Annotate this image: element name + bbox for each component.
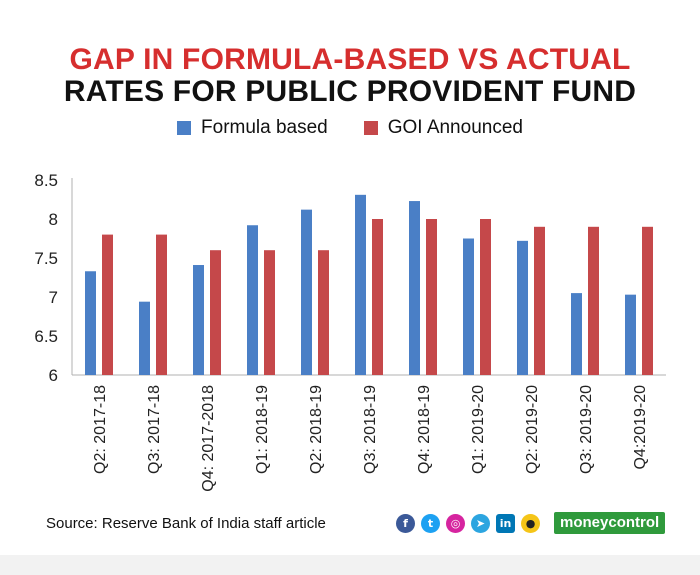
- twitter-icon[interactable]: t: [421, 513, 440, 533]
- x-tick-label: Q4: 2018-19: [416, 385, 433, 474]
- x-tick-label: Q2: 2018-19: [308, 385, 325, 474]
- bar-goi-announced: [210, 250, 221, 375]
- bar-goi-announced: [642, 226, 653, 375]
- x-tick-label: Q3: 2017-18: [146, 385, 163, 474]
- bar-formula-based: [355, 194, 366, 375]
- moneycontrol-logo: moneycontrol: [554, 512, 666, 534]
- source-note: Source: Reserve Bank of India staff arti…: [46, 515, 326, 532]
- facebook-icon[interactable]: f: [396, 513, 415, 533]
- y-tick-label: 6.5: [34, 327, 58, 346]
- bar-goi-announced: [102, 234, 113, 375]
- legend: Formula based GOI Announced: [0, 117, 700, 139]
- footer-bar: [0, 555, 700, 575]
- bar-formula-based: [571, 293, 582, 375]
- bar-formula-based: [247, 225, 258, 375]
- y-tick-label: 6: [49, 366, 58, 385]
- x-tick-label: Q2: 2019-20: [524, 385, 541, 474]
- bar-goi-announced: [156, 234, 167, 375]
- y-tick-label: 7.5: [34, 249, 58, 268]
- x-tick-label: Q4:2019-20: [632, 385, 649, 470]
- y-tick-label: 7: [49, 288, 58, 307]
- linkedin-icon[interactable]: in: [496, 513, 515, 533]
- social-icons: f t ◎ ➤ in ● moneycontrol: [396, 512, 666, 534]
- x-tick-label: Q1: 2018-19: [254, 385, 271, 474]
- x-tick-label: Q3: 2018-19: [362, 385, 379, 474]
- koo-icon[interactable]: ●: [521, 513, 540, 533]
- telegram-icon[interactable]: ➤: [471, 513, 490, 533]
- x-tick-label: Q1: 2019-20: [470, 385, 487, 474]
- x-tick-label: Q2: 2017-18: [92, 385, 109, 474]
- bar-goi-announced: [264, 250, 275, 375]
- instagram-icon[interactable]: ◎: [446, 513, 465, 533]
- bar-formula-based: [139, 301, 150, 375]
- bar-formula-based: [85, 271, 96, 375]
- chart-title: GAP IN FORMULA-BASED VS ACTUAL RATES FOR…: [0, 44, 700, 108]
- title-line-1: GAP IN FORMULA-BASED VS ACTUAL: [69, 43, 631, 76]
- bar-goi-announced: [426, 219, 437, 375]
- bar-formula-based: [463, 238, 474, 375]
- title-line-2: RATES FOR PUBLIC PROVIDENT FUND: [63, 75, 637, 108]
- legend-item-formula: Formula based: [177, 117, 328, 139]
- y-tick-label: 8.5: [34, 171, 58, 190]
- bar-goi-announced: [480, 219, 491, 375]
- bar-goi-announced: [372, 219, 383, 375]
- bar-formula-based: [625, 294, 636, 375]
- legend-item-goi: GOI Announced: [363, 117, 523, 139]
- legend-swatch-formula: [177, 121, 192, 135]
- legend-swatch-goi: [363, 121, 378, 135]
- bar-formula-based: [193, 265, 204, 375]
- bar-goi-announced: [318, 250, 329, 375]
- y-tick-label: 8: [49, 210, 58, 229]
- bar-formula-based: [301, 209, 312, 375]
- legend-label-formula: Formula based: [201, 117, 328, 138]
- x-tick-label: Q4: 2017-2018: [200, 385, 217, 492]
- legend-label-goi: GOI Announced: [387, 117, 523, 138]
- x-tick-label: Q3: 2019-20: [578, 385, 595, 474]
- bar-formula-based: [517, 240, 528, 375]
- bar-chart: 6 6.5 7 7.5 8 8.5 Q2: 2017-18 Q3: 2017-18 Q4: 20…: [34, 171, 666, 492]
- bar-formula-based: [409, 201, 420, 375]
- bar-goi-announced: [534, 226, 545, 375]
- bar-goi-announced: [588, 226, 599, 375]
